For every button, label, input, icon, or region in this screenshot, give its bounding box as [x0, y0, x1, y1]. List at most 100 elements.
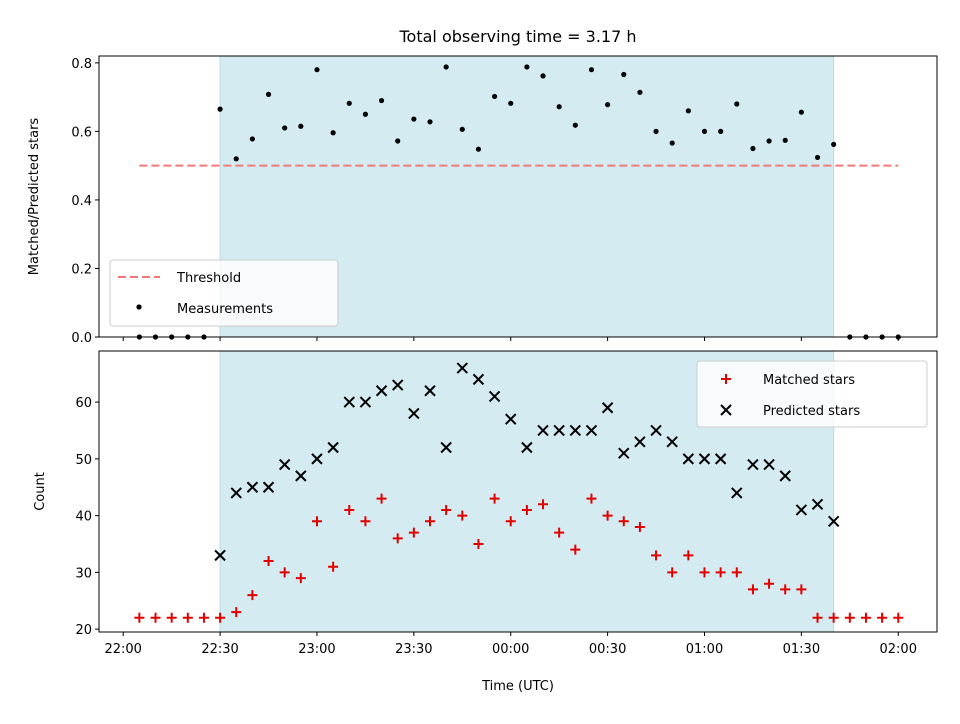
matched-stars-point: [812, 612, 823, 623]
predicted-stars-point: [618, 447, 630, 459]
measurement-point: [669, 140, 675, 146]
matched-stars-point: [764, 578, 775, 589]
x-tick-label: 02:00: [880, 642, 917, 657]
matched-stars-point: [796, 584, 807, 595]
predicted-stars-point: [682, 453, 695, 465]
predicted-stars-point: [601, 402, 614, 414]
measurement-point: [395, 138, 401, 144]
predicted-stars-point: [521, 441, 533, 454]
legend-top-frame: [109, 259, 339, 327]
measurement-point: [378, 97, 385, 104]
legend-top: Threshold Measurements: [109, 259, 339, 327]
matched-stars-point: [651, 550, 662, 561]
matched-stars-point: [134, 612, 145, 623]
matched-stars-point: [893, 612, 904, 623]
predicted-stars-point: [392, 379, 404, 391]
matched-stars-point: [408, 527, 419, 538]
legend-bottom-frame: [696, 360, 928, 428]
y-tick-label: 20: [75, 623, 92, 638]
measurement-point: [282, 125, 288, 131]
matched-stars-point: [699, 567, 710, 578]
measurement-point: [330, 130, 336, 136]
matched-stars-point: [877, 612, 888, 623]
measurement-point: [443, 64, 449, 70]
matched-stars-point: [263, 556, 274, 567]
measurement-point: [637, 89, 643, 95]
predicted-stars-point: [650, 424, 662, 437]
matched-stars-point: [860, 612, 871, 623]
matched-stars-point: [618, 516, 629, 527]
legend-predicted-label: Predicted stars: [763, 404, 860, 419]
x-axis-label: Time (UTC): [481, 679, 554, 694]
matched-stars-point: [231, 607, 242, 618]
predicted-stars-point: [763, 458, 775, 471]
matched-stars-point: [780, 584, 791, 595]
matched-stars-point: [166, 612, 177, 623]
matched-stars-point: [747, 584, 758, 595]
predicted-stars-point: [698, 453, 711, 465]
measurement-point: [233, 156, 239, 162]
measurement-point: [491, 93, 498, 100]
matched-stars-point: [473, 539, 484, 550]
legend-measurements-label: Measurements: [177, 302, 273, 317]
predicted-stars-point: [424, 385, 436, 397]
matched-stars-point: [570, 544, 581, 555]
matched-stars-point: [538, 499, 549, 510]
y-tick-label: 0.2: [71, 262, 92, 277]
measurement-point: [766, 138, 772, 144]
matched-stars-point: [344, 504, 355, 515]
matched-stars-point: [554, 527, 565, 538]
y-tick-label: 0.8: [71, 57, 92, 72]
x-tick-label: 22:30: [201, 642, 238, 657]
matched-stars-point: [521, 504, 532, 515]
matched-stars-point: [150, 612, 161, 623]
measurement-point: [605, 102, 611, 108]
predicted-stars-point: [408, 407, 420, 420]
y-tick-label: 30: [75, 566, 92, 581]
measurement-point: [298, 123, 304, 129]
x-tick-label: 00:00: [492, 642, 529, 657]
predicted-stars-point: [262, 481, 275, 493]
matched-stars-point: [360, 516, 371, 527]
legend-bottom: Matched stars Predicted stars: [696, 360, 928, 428]
x-tick-label: 23:30: [395, 642, 432, 657]
matched-stars-point: [279, 567, 290, 578]
measurement-point: [782, 137, 788, 143]
matched-stars-point: [425, 516, 436, 527]
axes-frame: [98, 55, 938, 338]
measurement-point: [653, 128, 659, 134]
predicted-stars-point: [472, 373, 485, 386]
predicted-stars-point: [327, 441, 339, 454]
measurement-point: [265, 91, 272, 97]
measurement-point: [734, 101, 740, 107]
matched-stars-point: [489, 493, 500, 504]
predicted-stars-point: [811, 498, 824, 510]
predicted-stars-point: [375, 385, 388, 397]
matched-stars-point: [392, 533, 403, 544]
matched-stars-point: [731, 567, 742, 578]
x-tick-label: 23:00: [298, 642, 335, 657]
matched-stars-point: [457, 510, 468, 521]
predicted-stars-point: [359, 396, 372, 408]
series-predicted-stars: [214, 362, 840, 562]
matched-stars-point: [328, 561, 339, 572]
measurement-point: [508, 100, 514, 106]
x-tick-label: 01:00: [686, 642, 723, 657]
matched-stars-point: [215, 612, 226, 623]
measurement-point: [831, 141, 837, 148]
measurement-point: [588, 67, 595, 73]
matched-stars-point: [683, 550, 694, 561]
panel-count: 20 30 40 50 60 22:00 22:30 23:00 23:30 00:00 00:30…: [75, 350, 938, 657]
measurement-point: [540, 73, 546, 79]
measurement-point: [459, 126, 465, 132]
y-tick-label: 0.4: [71, 194, 92, 209]
measurement-point: [217, 106, 223, 112]
legend-predicted-swatch: [720, 404, 732, 416]
predicted-stars-point: [731, 487, 743, 499]
predicted-stars-point: [456, 362, 469, 374]
series-matched-stars: [134, 493, 904, 623]
measurement-point: [314, 67, 320, 73]
legend-matched-marker: [721, 374, 731, 384]
legend-measurements-swatch: [136, 304, 142, 310]
x-tick-label: 01:30: [783, 642, 820, 657]
